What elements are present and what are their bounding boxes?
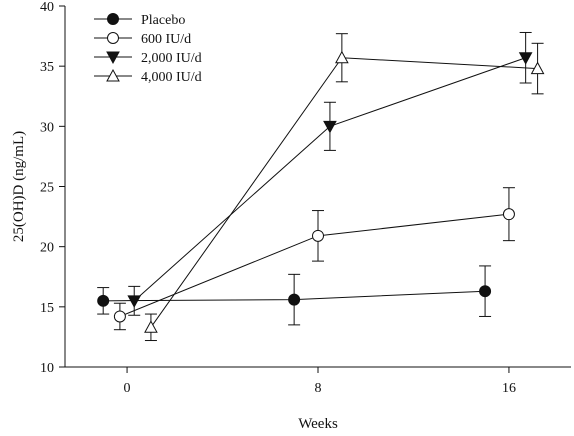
- data-point: [288, 293, 301, 306]
- legend-marker: [107, 32, 119, 44]
- y-tick-label: 30: [40, 120, 54, 135]
- data-point: [518, 52, 533, 65]
- legend-marker: [106, 68, 120, 82]
- legend-marker: [106, 51, 120, 65]
- y-tick-label: 10: [40, 361, 54, 376]
- x-tick-label: 0: [124, 381, 131, 396]
- legend-label: Placebo: [141, 13, 185, 28]
- data-point: [479, 285, 492, 298]
- data-point: [127, 295, 142, 308]
- legend-label: 2,000 IU/d: [141, 51, 202, 66]
- legend-label: 600 IU/d: [141, 32, 191, 47]
- data-point: [312, 229, 324, 242]
- data-point: [530, 61, 545, 75]
- y-tick-label: 20: [40, 241, 54, 256]
- data-point: [502, 208, 515, 221]
- y-axis-title: 25(OH)D (ng/mL): [11, 131, 27, 242]
- x-axis-title: Weeks: [298, 416, 338, 432]
- x-tick-label: 16: [502, 381, 516, 396]
- y-tick-label: 35: [40, 60, 54, 75]
- legend-marker: [107, 13, 119, 25]
- legend-label: 4,000 IU/d: [141, 70, 202, 85]
- x-tick-label: 8: [315, 381, 322, 396]
- y-tick-label: 25: [40, 181, 54, 196]
- series-line: [133, 57, 526, 302]
- data-point: [97, 294, 110, 307]
- y-tick-label: 15: [40, 301, 54, 316]
- y-tick-label: 40: [40, 0, 54, 15]
- series-line: [119, 213, 509, 317]
- data-point: [113, 310, 126, 323]
- data-point: [323, 120, 337, 134]
- data-point: [335, 50, 349, 64]
- series-line: [150, 57, 538, 328]
- data-point: [144, 320, 158, 333]
